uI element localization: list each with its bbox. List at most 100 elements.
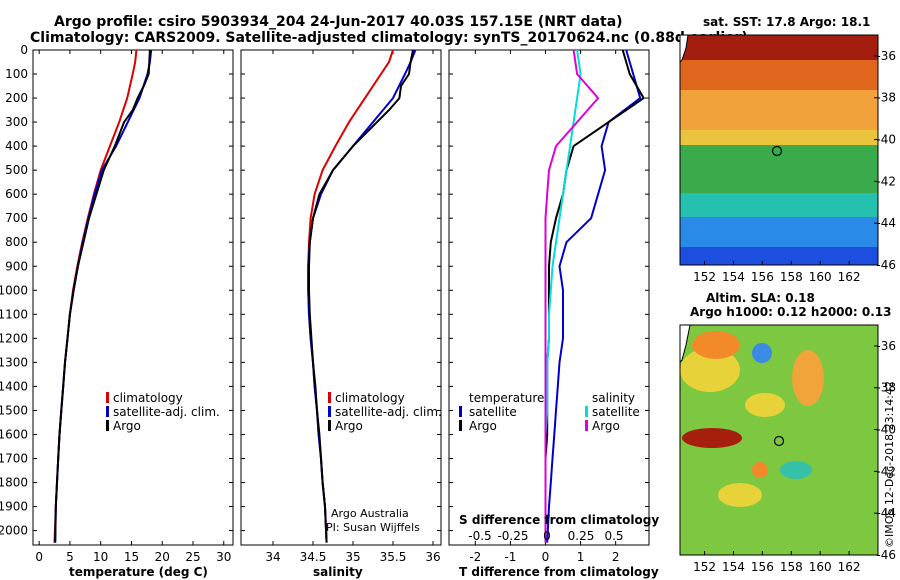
depth-tick-label: 1800 xyxy=(0,476,28,490)
credit-line-2: PI: Susan Wijffels xyxy=(326,521,420,534)
sla-patch-orange-2 xyxy=(792,350,824,406)
legend-satellite-swatch xyxy=(106,406,109,417)
latitude-tick-label: -36 xyxy=(876,339,896,353)
legend-s-satellite-swatch xyxy=(585,406,588,417)
sst-map xyxy=(679,34,879,266)
salinity-profile-chart: 34 34.5 35 35.5 36 xyxy=(241,49,441,564)
depth-tick-label: 1400 xyxy=(0,379,28,393)
imos-watermark: ©IMOS 12-Dec-2018 23:14:42 xyxy=(883,381,896,548)
t-difference-axis-label: T difference from climatology xyxy=(459,565,659,579)
legend-argo-swatch xyxy=(106,420,109,431)
x-tick-label: 20 xyxy=(155,550,170,564)
x-tick-label: -2 xyxy=(469,550,481,564)
s-diff-tick-label: -0.5 xyxy=(468,529,491,543)
series-line-temperature-satellite xyxy=(546,49,642,543)
x-tick-label: 34 xyxy=(265,550,280,564)
difference-profile-chart: -2 -1 0 1 2 xyxy=(449,49,649,564)
latitude-tick-label: -42 xyxy=(876,174,896,188)
sla-patch-orange-3 xyxy=(752,462,768,478)
latitude-tick-label: -44 xyxy=(876,216,896,230)
s-diff-tick-label: 0 xyxy=(543,529,551,543)
sst-band-teal xyxy=(680,193,878,217)
longitude-tick-label: 156 xyxy=(751,270,774,284)
s-difference-ticks: -0.5 -0.25 0 0.25 0.5 xyxy=(468,529,623,543)
longitude-tick-label: 152 xyxy=(693,560,716,574)
legend-salinity-heading: salinity xyxy=(592,391,635,405)
argo-float-marker xyxy=(773,435,785,447)
depth-tick-label: 800 xyxy=(5,235,28,249)
legend-t-satellite-label: satellite xyxy=(469,405,517,419)
x-tick-label: 5 xyxy=(66,550,74,564)
sla-patch-red xyxy=(682,428,742,448)
sst-map-longitude-labels: 152 154 156 158 160 162 xyxy=(693,261,861,284)
sla-map-longitude-labels: 152 154 156 158 160 162 xyxy=(693,551,861,574)
longitude-tick-label: 154 xyxy=(722,270,745,284)
latitude-tick-label: -40 xyxy=(876,133,896,147)
longitude-tick-label: 158 xyxy=(780,270,803,284)
legend-argo-swatch xyxy=(328,420,331,431)
argo-float-marker xyxy=(771,145,783,157)
depth-tick-label: 200 xyxy=(5,91,28,105)
difference-legend: temperature satellite Argo salinity sate… xyxy=(459,391,659,543)
sla-patch-yellow-3 xyxy=(718,483,762,507)
legend-t-satellite-swatch xyxy=(459,406,462,417)
latitude-tick-label: -38 xyxy=(876,91,896,105)
x-tick-label: 0 xyxy=(542,550,550,564)
legend-climatology-swatch xyxy=(328,392,331,403)
depth-tick-label: 300 xyxy=(5,115,28,129)
x-tick-label: -1 xyxy=(504,550,516,564)
sst-band-blue xyxy=(680,217,878,247)
x-tick-label: 35.5 xyxy=(380,550,407,564)
depth-tick-label: 400 xyxy=(5,139,28,153)
legend-satellite-label: satellite-adj. clim. xyxy=(335,405,442,419)
depth-tick-label: 1500 xyxy=(0,403,28,417)
series-line-satellite-adj-clim- xyxy=(54,49,153,543)
depth-tick-label: 1200 xyxy=(0,331,28,345)
legend-s-argo-swatch xyxy=(585,420,588,431)
longitude-tick-label: 158 xyxy=(780,560,803,574)
depth-tick-label: 900 xyxy=(5,259,28,273)
sla-map-title-2: Argo h1000: 0.12 h2000: 0.13 xyxy=(690,305,891,319)
s-diff-tick-label: 0.5 xyxy=(604,529,623,543)
x-tick-label: 2 xyxy=(612,550,620,564)
s-difference-label: S difference from climatology xyxy=(459,513,659,527)
sla-map-latitude-labels: -36 -38 -40 -42 -44 -46 xyxy=(874,339,896,562)
longitude-tick-label: 160 xyxy=(809,270,832,284)
x-tick-label: 15 xyxy=(124,550,139,564)
x-tick-label: 0 xyxy=(35,550,43,564)
depth-axis-labels: 0 100 200 300 400 500 600 700 800 900 1000 1100 1200… xyxy=(0,43,28,538)
credit-line-1: Argo Australia xyxy=(331,507,409,520)
depth-tick-label: 1700 xyxy=(0,451,28,465)
longitude-tick-label: 152 xyxy=(693,270,716,284)
latitude-tick-label: -44 xyxy=(876,506,896,520)
latitude-tick-label: -36 xyxy=(876,49,896,63)
legend-s-satellite-label: satellite xyxy=(592,405,640,419)
legend-temperature-heading: temperature xyxy=(469,391,544,405)
depth-tick-label: 1000 xyxy=(0,283,28,297)
legend-argo-label: Argo xyxy=(113,419,141,433)
longitude-tick-label: 162 xyxy=(838,560,861,574)
legend-climatology-label: climatology xyxy=(335,391,405,405)
depth-tick-label: 600 xyxy=(5,187,28,201)
sla-patch-teal xyxy=(780,461,812,479)
sst-band-orange xyxy=(680,90,878,130)
legend-climatology-swatch xyxy=(106,392,109,403)
depth-tick-label: 1100 xyxy=(0,307,28,321)
sst-map-latitude-labels: -36 -38 -40 -42 -44 -46 xyxy=(874,49,896,272)
difference-panel-frame xyxy=(448,49,650,546)
title-line-2: Climatology: CARS2009. Satellite-adjuste… xyxy=(30,30,748,46)
longitude-tick-label: 154 xyxy=(722,560,745,574)
sla-patch-orange xyxy=(692,331,740,359)
s-diff-tick-label: -0.25 xyxy=(497,529,528,543)
x-tick-label: 25 xyxy=(185,550,200,564)
sst-band-green xyxy=(680,145,878,193)
legend-t-argo-swatch xyxy=(459,420,462,431)
latitude-tick-label: -40 xyxy=(876,423,896,437)
legend-t-argo-label: Argo xyxy=(469,419,497,433)
sla-map xyxy=(679,324,879,556)
temperature-profile-chart: 0 5 10 15 20 25 30 xyxy=(33,49,233,564)
sst-band-deepblue xyxy=(680,247,878,265)
longitude-tick-label: 160 xyxy=(809,560,832,574)
legend-argo-label: Argo xyxy=(335,419,363,433)
depth-tick-label: 700 xyxy=(5,211,28,225)
